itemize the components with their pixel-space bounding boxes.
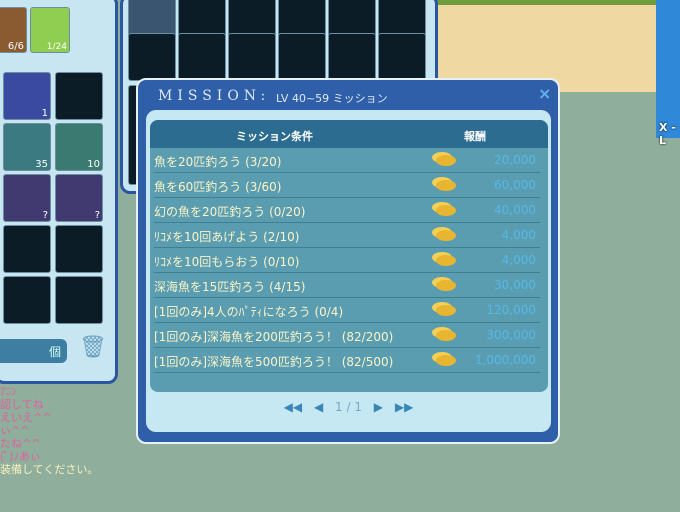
side-panel: X -L [656,0,680,147]
quantity-field[interactable]: 個 [0,339,67,363]
dialog-subtitle: LV 40~59 ミッション [276,92,388,105]
item-slot[interactable] [55,72,103,120]
mission-reward: 4,000 [501,228,536,242]
coin-icon [436,330,456,341]
header-reward: 報酬 [464,130,486,143]
first-page-button[interactable]: ◀◀ [283,400,303,414]
mission-condition: 魚を60匹釣ろう (3/60) [154,180,282,194]
coin-icon [436,280,456,291]
coin-icon [436,205,456,216]
table-header: ミッション条件 報酬 [150,120,548,148]
mission-row[interactable]: ﾘｺﾒを10回あげよう (2/10) 4,000 [154,223,540,248]
header-condition: ミッション条件 [236,130,313,143]
chat-line: 装備してください。 [0,463,99,476]
statue-slot[interactable]: ? [55,174,103,222]
statue-slot[interactable]: ? [3,174,51,222]
prev-page-button[interactable]: ◀ [313,400,324,414]
blue-gem-slot[interactable]: 35 [3,123,51,171]
coin-icon [436,230,456,241]
mission-reward: 1,000,000 [474,353,536,367]
mission-row[interactable]: [1回のみ]4人のﾊﾟﾃｨになろう (0/4) 120,000 [154,298,540,323]
mission-row[interactable]: 魚を20匹釣ろう (3/20) 20,000 [154,148,540,173]
chat-line: 認してね [0,398,44,411]
mission-condition: 深海魚を15匹釣ろう (4/15) [154,280,306,294]
inventory-panel: 6/6 1/24 1 35 10 ? ? 個 🗑 [0,0,118,384]
mission-table: ミッション条件 報酬 魚を20匹釣ろう (3/20) 20,000 魚を60匹釣ろう… [150,120,548,392]
mission-row[interactable]: 魚を60匹釣ろう (3/60) 60,000 [154,173,540,198]
grass-edge [437,0,657,5]
chat-line: たね^^ [0,437,41,450]
item-slot[interactable] [128,33,176,81]
beach-sand [437,0,657,92]
pagination: ◀◀ ◀ 1 / 1 ▶ ▶▶ [146,400,551,414]
mission-row[interactable]: 幻の魚を20匹釣ろう (0/20) 40,000 [154,198,540,223]
side-label: X -L [659,121,676,147]
item-slot[interactable] [55,276,103,324]
item-slot[interactable] [278,33,326,81]
dialog-body: ミッション条件 報酬 魚を20匹釣ろう (3/20) 20,000 魚を60匹釣ろう… [146,110,551,432]
coin-icon [436,305,456,316]
chat-line: えいえ^^ [0,411,52,424]
mission-row[interactable]: ﾘｺﾒを10回もらおう (0/10) 4,000 [154,248,540,273]
item-slot[interactable] [328,33,376,81]
mission-row[interactable]: [1回のみ]深海魚を200匹釣ろう！ (82/200) 300,000 [154,323,540,348]
mission-condition: [1回のみ]4人のﾊﾟﾃｨになろう (0/4) [154,305,344,319]
trash-icon[interactable]: 🗑 [79,335,107,360]
close-icon[interactable]: × [538,84,552,103]
next-page-button[interactable]: ▶ [373,400,384,414]
mission-reward: 300,000 [486,328,536,342]
chat-line: (ﾟ)ﾉあぃ [0,450,42,463]
coin-icon [436,180,456,191]
hammer-slot[interactable]: 1 [3,72,51,120]
mission-reward: 4,000 [501,253,536,267]
page-indicator: 1 / 1 [335,400,362,414]
item-slot[interactable] [3,225,51,273]
mission-condition: 魚を20匹釣ろう (3/20) [154,155,282,169]
mission-reward: 120,000 [486,303,536,317]
dialog-title: MISSION: [158,88,271,104]
coin-icon [436,255,456,266]
mission-reward: 30,000 [494,278,536,292]
mission-reward: 40,000 [494,203,536,217]
chat-log: ｱﾆﾝ 認してね えいえ^^ ぃ^^ たね^^ (ﾟ)ﾉあぃ 装備してください。 [0,385,98,476]
mission-row[interactable]: 深海魚を15匹釣ろう (4/15) 30,000 [154,273,540,298]
bucket-slot[interactable]: 1/24 [30,7,70,53]
mission-condition: [1回のみ]深海魚を200匹釣ろう！ (82/200) [154,330,394,344]
red-gem-slot[interactable]: 10 [55,123,103,171]
item-slot[interactable] [55,225,103,273]
coin-icon [436,155,456,166]
chat-line: ぃ^^ [0,424,30,437]
chat-line: ｱﾆﾝ [0,385,17,398]
mission-reward: 20,000 [494,153,536,167]
mission-dialog: MISSION: LV 40~59 ミッション × ミッション条件 報酬 魚を2… [136,78,560,444]
mission-condition: ﾘｺﾒを10回もらおう (0/10) [154,255,300,269]
mission-condition: [1回のみ]深海魚を500匹釣ろう！ (82/500) [154,355,394,369]
tackle-box-slot[interactable]: 6/6 [0,7,27,53]
coin-icon [436,355,456,366]
item-slot[interactable] [178,33,226,81]
mission-row[interactable]: [1回のみ]深海魚を500匹釣ろう！ (82/500) 1,000,000 [154,348,540,373]
item-slot[interactable] [228,33,276,81]
mission-condition: 幻の魚を20匹釣ろう (0/20) [154,205,306,219]
item-slot[interactable] [378,33,426,81]
item-slot[interactable] [3,276,51,324]
mission-reward: 60,000 [494,178,536,192]
last-page-button[interactable]: ▶▶ [394,400,414,414]
mission-condition: ﾘｺﾒを10回あげよう (2/10) [154,230,300,244]
